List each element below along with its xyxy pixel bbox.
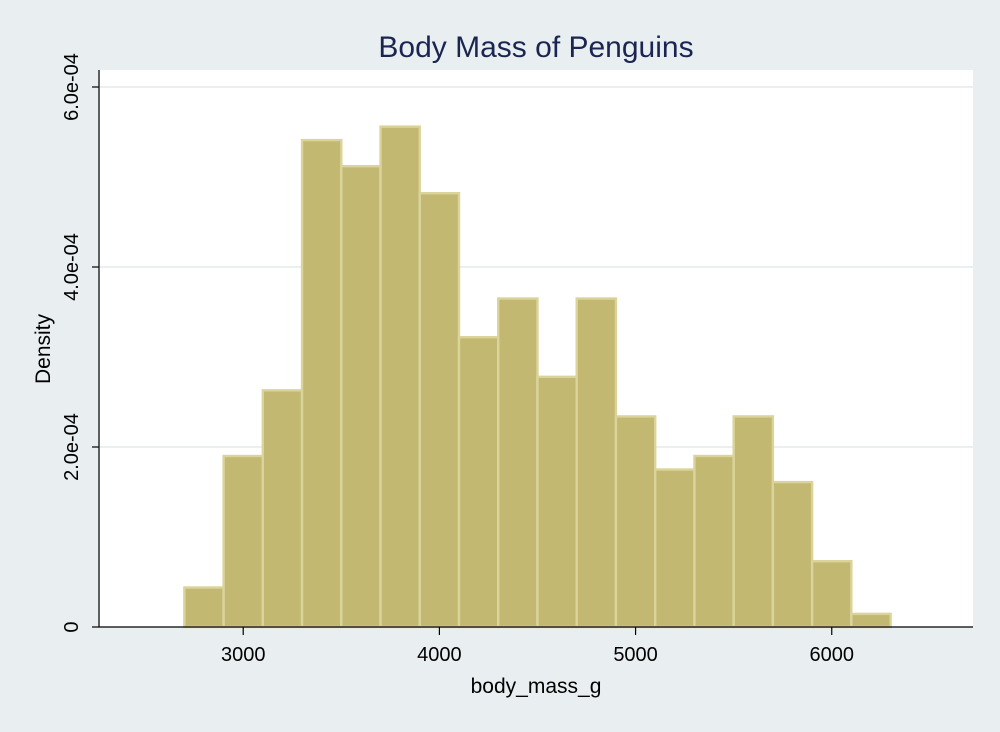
x-ticks: 3000 4000 5000 6000 (221, 627, 854, 666)
x-axis-label: body_mass_g (471, 675, 602, 698)
y-tick-label: 2.0e-04 (61, 413, 83, 481)
x-tick-label: 3000 (221, 644, 266, 666)
histogram-bar (497, 297, 539, 629)
histogram-bar (850, 612, 892, 629)
y-tick-label: 4.0e-04 (61, 233, 83, 301)
histogram-bar (300, 138, 343, 629)
histogram-bar (732, 415, 775, 629)
histogram-bar (771, 480, 814, 629)
histogram-bar (653, 468, 696, 629)
histogram-bar (536, 375, 578, 629)
bars (183, 125, 892, 629)
histogram-bar (222, 454, 265, 629)
y-tick-label: 0 (61, 621, 83, 632)
y-ticks: 0 2.0e-04 4.0e-04 6.0e-04 (61, 53, 99, 633)
histogram-bar (575, 297, 618, 629)
histogram-bar (261, 389, 304, 629)
y-axis-label: Density (32, 313, 55, 384)
y-tick-label: 6.0e-04 (61, 53, 83, 121)
histogram-bar (614, 415, 657, 629)
histogram-bar (379, 125, 421, 629)
histogram-bar (457, 336, 500, 629)
histogram-bar (418, 191, 461, 629)
x-tick-label: 6000 (810, 644, 855, 666)
chart-title: Body Mass of Penguins (378, 31, 693, 64)
histogram-bar (183, 586, 225, 629)
histogram-bar (340, 164, 382, 629)
x-tick-label: 4000 (417, 644, 462, 666)
histogram-bar (810, 560, 853, 629)
axes (98, 70, 973, 628)
x-tick-label: 5000 (613, 644, 658, 666)
histogram-bar (693, 454, 735, 629)
